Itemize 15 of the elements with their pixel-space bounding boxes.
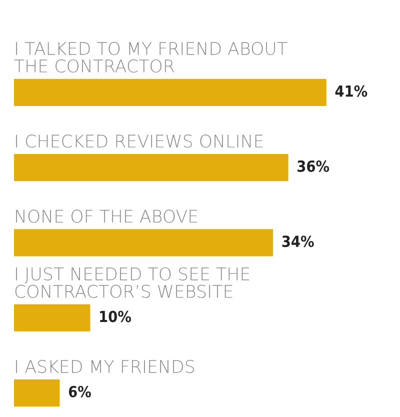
data-label: 6% [68,386,91,398]
data-label: 34% [282,236,314,248]
bar [14,78,326,106]
data-label: 36% [298,160,330,172]
y-tick-label: I TALKED TO MY FRIEND ABOUT THE CONTRACTOR [14,42,288,73]
y-tick-label: I JUST NEEDED TO SEE THE CONTRACTOR’S WEBSITE [15,267,250,298]
data-label: 41% [335,85,368,97]
y-tick-label: I CHECKED REVIEWS ONLINE [16,134,263,148]
y-tick-label: NONE OF THE ABOVE [16,210,198,223]
y-tick-label: I ASKED MY FRIENDS [16,360,194,374]
bar [14,304,90,332]
bar [14,154,288,182]
data-label: 10% [100,310,131,322]
bar [14,229,274,256]
bar [14,379,60,406]
